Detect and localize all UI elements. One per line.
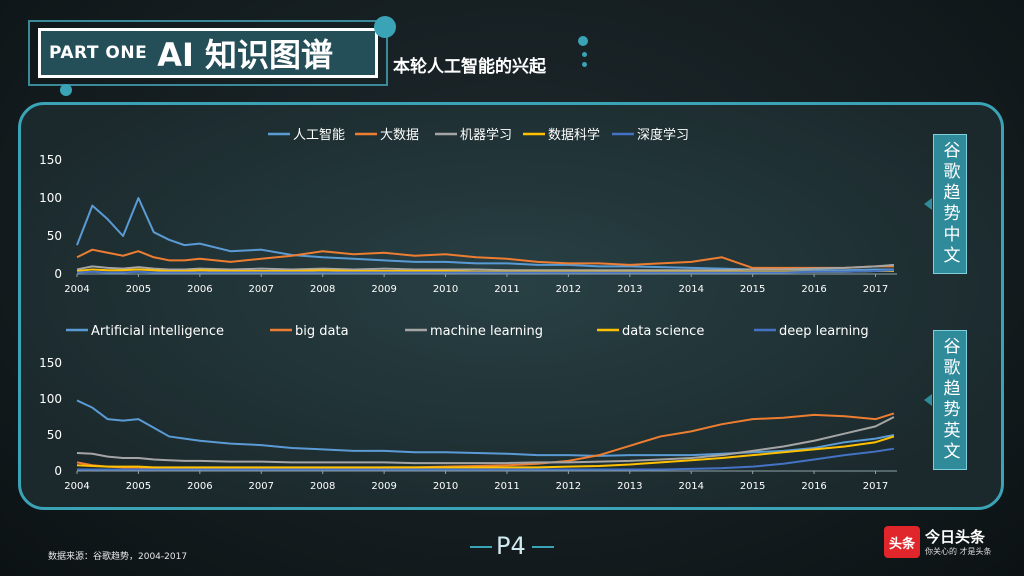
x-tick-label: 2009	[371, 284, 396, 295]
series-line-3	[76, 416, 895, 465]
header-title-box: PART ONE AI 知识图谱	[38, 28, 378, 78]
x-tick-label: 2013	[617, 481, 642, 492]
x-tick-label: 2010	[433, 481, 458, 492]
page-deco-line	[470, 546, 492, 548]
x-tick-label: 2007	[249, 284, 274, 295]
x-tick-label: 2016	[801, 481, 826, 492]
brand-name: 今日头条	[925, 528, 986, 546]
x-tick-label: 2006	[187, 284, 212, 295]
tag-google-trends-en: 谷歌趋势英文	[933, 330, 967, 470]
x-tick-label: 2005	[126, 481, 151, 492]
x-tick-label: 2017	[863, 481, 888, 492]
series-line-5	[77, 447, 895, 471]
series-line-3	[76, 263, 895, 272]
x-tick-label: 2008	[310, 284, 335, 295]
legend-label: 数据科学	[548, 127, 600, 143]
x-tick-label: 2011	[494, 284, 519, 295]
y-tick-label: 0	[54, 464, 62, 478]
decor-dot	[60, 84, 72, 96]
legend-label: machine learning	[430, 324, 543, 339]
x-tick-label: 2012	[556, 284, 581, 295]
brand-slogan: 你关心的 才是头条	[925, 547, 992, 556]
part-label: PART ONE	[49, 43, 148, 63]
y-tick-label: 50	[47, 229, 62, 243]
x-tick-label: 2007	[249, 481, 274, 492]
toutiao-logo-icon: 头条	[884, 526, 920, 558]
x-tick-label: 2014	[679, 481, 704, 492]
series-line-2	[76, 248, 894, 269]
y-tick-label: 150	[39, 153, 62, 167]
x-tick-label: 2010	[433, 284, 458, 295]
legend-label: 深度学习	[637, 127, 689, 143]
legend-label: 人工智能	[293, 128, 345, 143]
decor-dot	[582, 52, 587, 57]
legend-label: 机器学习	[460, 127, 512, 143]
page-subtitle: 本轮人工智能的兴起	[393, 57, 546, 77]
x-tick-label: 2011	[494, 481, 519, 492]
x-tick-label: 2006	[187, 481, 212, 492]
x-tick-label: 2009	[371, 481, 396, 492]
decor-dot	[582, 62, 587, 67]
x-tick-label: 2017	[863, 284, 888, 295]
header-frame	[28, 20, 388, 86]
page-deco-line	[532, 546, 554, 548]
x-tick-label: 2016	[801, 284, 826, 295]
legend-label: data science	[622, 324, 704, 339]
tag-arrow	[924, 394, 932, 406]
page-title: AI 知识图谱	[157, 36, 334, 74]
x-tick-label: 2015	[740, 284, 765, 295]
x-tick-label: 2004	[64, 284, 89, 295]
y-tick-label: 100	[39, 191, 62, 205]
page-number: P4	[496, 532, 526, 560]
y-tick-label: 50	[47, 428, 62, 442]
y-tick-label: 0	[54, 267, 62, 281]
series-line-4	[76, 435, 895, 469]
x-tick-label: 2004	[64, 481, 89, 492]
decor-dot	[578, 36, 588, 46]
tag-arrow	[924, 198, 932, 210]
legend-label: big data	[295, 324, 349, 339]
data-source: 数据来源：谷歌趋势，2004-2017	[48, 552, 188, 562]
x-tick-label: 2015	[740, 481, 765, 492]
legend-label: 大数据	[380, 128, 419, 143]
tag-google-trends-cn: 谷歌趋势中文	[933, 134, 967, 274]
x-tick-label: 2008	[310, 481, 335, 492]
y-tick-label: 150	[39, 356, 62, 370]
x-tick-label: 2005	[126, 284, 151, 295]
y-tick-label: 100	[39, 392, 62, 406]
legend-label: deep learning	[779, 324, 869, 339]
x-tick-label: 2014	[679, 284, 704, 295]
decor-dot	[374, 16, 396, 38]
series-line-5	[76, 269, 894, 274]
x-tick-label: 2013	[617, 284, 642, 295]
chart-panel	[18, 102, 1004, 510]
legend-label: Artificial intelligence	[91, 324, 224, 339]
x-tick-label: 2012	[556, 481, 581, 492]
